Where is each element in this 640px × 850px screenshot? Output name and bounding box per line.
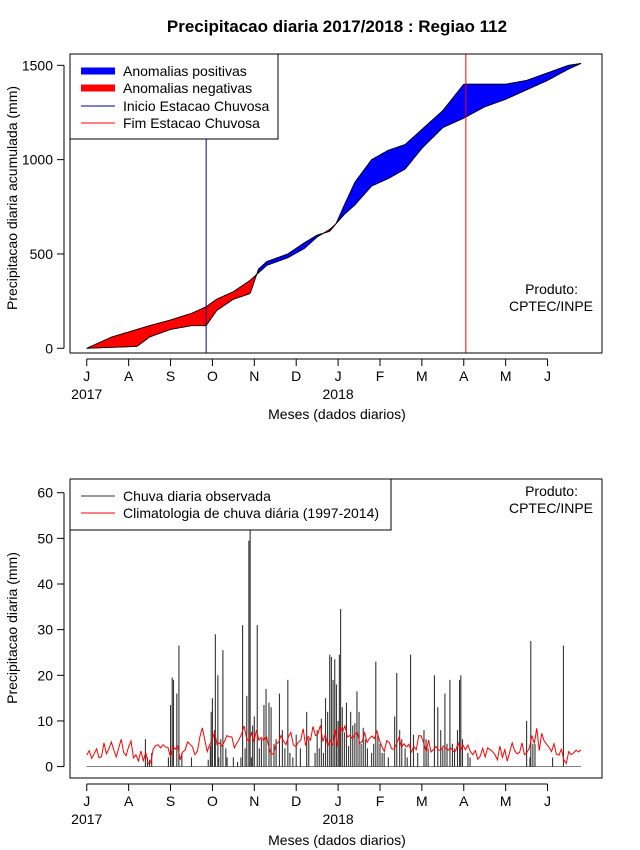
x-tick-label: F [376, 368, 385, 384]
x-tick-label: A [124, 368, 134, 384]
y-axis-label-top: Precipitacao diaria acumulada (mm) [4, 86, 20, 310]
legend-box-bottom [69, 478, 392, 531]
legend-label-fim: Fim Estacao Chuvosa [123, 115, 260, 131]
x-tick-label: A [124, 793, 134, 809]
legend-label-observed: Chuva diaria observada [123, 488, 271, 504]
x-axis-top: J A S O N D J F M A M J 2017 2018 [71, 358, 551, 402]
climatology-daily-line [86, 724, 582, 765]
year-label: 2018 [323, 811, 354, 827]
y-axis-top: 0 500 1000 1500 [22, 57, 65, 356]
x-tick-label: S [166, 793, 175, 809]
x-tick-label: M [416, 793, 428, 809]
x-tick-label: J [83, 793, 90, 809]
cumulative-lines [86, 62, 582, 349]
x-tick-label: D [291, 793, 301, 809]
year-label: 2017 [71, 811, 102, 827]
x-tick-label: O [207, 368, 218, 384]
chart-title: Precipitacao diaria 2017/2018 : Regiao 1… [167, 17, 507, 36]
y-axis-bottom: 0 10 20 30 40 50 60 [37, 485, 65, 775]
y-tick-label: 60 [37, 485, 53, 501]
product-label-bottom: Produto: [525, 483, 578, 499]
x-tick-label: J [544, 368, 551, 384]
y-tick-label: 20 [37, 667, 53, 683]
legend-label-inicio: Inicio Estacao Chuvosa [123, 98, 270, 114]
y-tick-label: 30 [37, 622, 53, 638]
year-label: 2018 [323, 386, 354, 402]
x-tick-label: A [459, 368, 469, 384]
y-tick-label: 0 [45, 759, 53, 775]
x-tick-label: S [166, 368, 175, 384]
x-tick-label: A [459, 793, 469, 809]
x-tick-label: J [335, 368, 342, 384]
climatology-cumulative-line [86, 63, 582, 349]
daily-bars [86, 529, 582, 767]
legend-label-negative: Anomalias negativas [123, 80, 252, 96]
x-tick-label: D [291, 368, 301, 384]
y-tick-label: 500 [30, 246, 54, 262]
x-tick-label: F [376, 793, 385, 809]
x-tick-label: N [249, 793, 259, 809]
observed-cumulative-line [86, 62, 582, 349]
x-tick-label: O [207, 793, 218, 809]
x-tick-label: N [249, 368, 259, 384]
legend-top: Anomalias positivas Anomalias negativas … [69, 53, 279, 140]
y-tick-label: 10 [37, 713, 53, 729]
legend-label-climatology: Climatologia de chuva diária (1997-2014) [123, 505, 379, 521]
legend-bottom: Chuva diaria observada Climatologia de c… [69, 478, 392, 531]
plot-frame-top [69, 53, 603, 354]
y-tick-label: 50 [37, 530, 53, 546]
x-axis-label-bottom: Meses (dados diarios) [268, 832, 406, 848]
y-tick-label: 40 [37, 576, 53, 592]
y-tick-label: 1000 [22, 152, 53, 168]
x-axis-bottom: J A S O N D J F M A M J 2017 2018 [71, 783, 551, 827]
y-axis-label-bottom: Precipitacao diaria (mm) [4, 552, 20, 704]
product-source-bottom: CPTEC/INPE [509, 500, 593, 516]
x-tick-label: J [83, 368, 90, 384]
x-tick-label: M [416, 368, 428, 384]
year-label: 2017 [71, 386, 102, 402]
legend-label-positive: Anomalias positivas [123, 63, 247, 79]
product-label-top: Produto: [525, 281, 578, 297]
x-axis-label-top: Meses (dados diarios) [268, 406, 406, 422]
y-tick-label: 0 [45, 340, 53, 356]
product-source-top: CPTEC/INPE [509, 298, 593, 314]
x-tick-label: M [500, 793, 512, 809]
x-tick-label: J [544, 793, 551, 809]
climatology-line [86, 724, 582, 765]
x-tick-label: J [335, 793, 342, 809]
y-tick-label: 1500 [22, 57, 53, 73]
x-tick-label: M [500, 368, 512, 384]
